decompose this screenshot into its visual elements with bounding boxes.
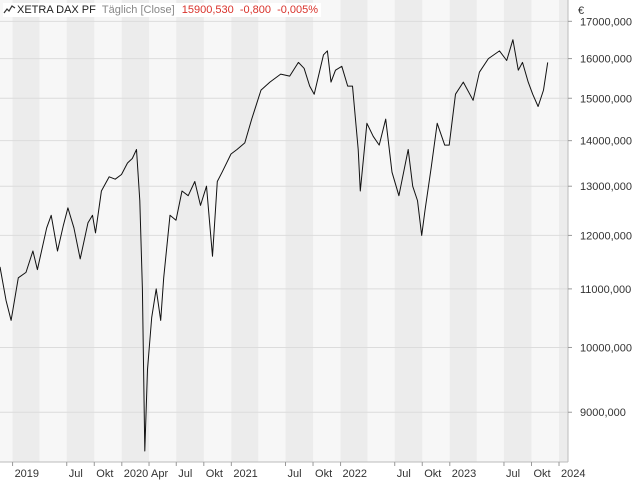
x-tick-label: Jul: [397, 468, 411, 480]
x-tick-label: 2020: [124, 468, 148, 480]
y-axis: 9000,000 10000,000 11000,000 12000,000 13000…: [568, 16, 632, 419]
price-change-percent: -0,005%: [277, 4, 319, 16]
series-layer: [0, 39, 549, 452]
last-price: 15900,530: [181, 4, 234, 16]
period-band: [66, 0, 95, 462]
x-tick-label: 2023: [452, 468, 476, 480]
x-axis: 2019 Jul Okt 2020 Apr Jul Okt 2021 Jul Okt 2022 Jul…: [12, 462, 586, 480]
period-band: [394, 0, 423, 462]
x-tick-label: Okt: [533, 468, 550, 480]
y-tick-label: 10000,000: [580, 342, 632, 354]
currency-label: €: [578, 5, 585, 17]
period-band: [176, 0, 204, 462]
x-tick-label: Jul: [506, 468, 520, 480]
period-band: [340, 0, 368, 462]
x-tick-label: Jul: [178, 468, 192, 480]
x-tick-label: 2019: [15, 468, 39, 480]
period-band: [449, 0, 477, 462]
x-tick-label: Okt: [96, 468, 113, 480]
y-tick-label: 11000,000: [580, 284, 631, 296]
y-tick-label: 9000,000: [580, 407, 626, 419]
x-tick-label: Okt: [424, 468, 441, 480]
x-tick-label: Jul: [69, 468, 83, 480]
y-tick-label: 15000,000: [580, 93, 632, 105]
line-chart-icon: [3, 4, 17, 14]
period-band: [285, 0, 314, 462]
period-bands: [12, 0, 568, 462]
x-tick-label: 2021: [233, 468, 257, 480]
y-tick-label: 16000,000: [580, 54, 632, 66]
y-tick-label: 14000,000: [580, 136, 632, 148]
price-change: -0,800: [239, 4, 272, 16]
interval-label: Täglich [Close]: [101, 4, 175, 16]
y-tick-label: 13000,000: [580, 181, 632, 193]
period-band: [121, 0, 150, 462]
y-tick-label: 17000,000: [580, 16, 632, 28]
price-series-line: [0, 39, 549, 452]
x-tick-label: Jul: [287, 468, 301, 480]
x-tick-label: Apr: [151, 468, 168, 480]
period-band: [12, 0, 40, 462]
x-tick-label: Okt: [206, 468, 223, 480]
period-band: [559, 0, 568, 462]
x-tick-label: 2022: [343, 468, 367, 480]
x-tick-label: 2024: [561, 468, 585, 480]
period-band: [231, 0, 259, 462]
x-tick-label: Okt: [315, 468, 332, 480]
instrument-name: XETRA DAX PF: [17, 4, 96, 16]
y-tick-label: 12000,000: [580, 230, 632, 242]
chart-header: XETRA DAX PF Täglich [Close] 15900,530 -…: [3, 3, 322, 17]
